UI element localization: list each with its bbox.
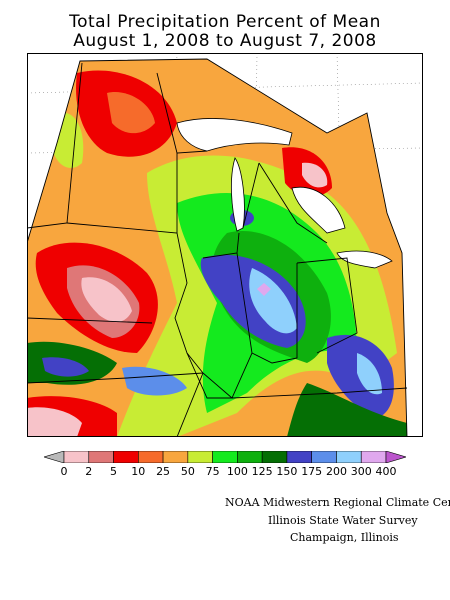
- legend-swatch: [88, 451, 114, 463]
- legend-label: 10: [131, 465, 146, 478]
- legend-label: 50: [180, 465, 195, 478]
- legend-swatch: [286, 451, 312, 463]
- lake-michigan: [230, 157, 245, 232]
- legend-label: 2: [85, 465, 93, 478]
- legend-swatch: [113, 451, 139, 463]
- credit-line-1: NOAA Midwestern Regional Climate Cent: [225, 496, 450, 509]
- legend-swatch: [237, 451, 263, 463]
- legend-swatch: [63, 451, 90, 463]
- legend-swatch: [187, 451, 213, 463]
- legend-label: 300: [350, 465, 372, 478]
- color-legend: [44, 451, 406, 463]
- legend-label: 200: [325, 465, 347, 478]
- state-borders: [27, 58, 408, 437]
- lake-huron: [291, 186, 346, 234]
- legend-swatch: [360, 451, 387, 463]
- legend-label: 5: [110, 465, 118, 478]
- map-title-line-2: August 1, 2008 to August 7, 2008: [73, 31, 377, 51]
- great-lakes: [176, 118, 393, 269]
- legend-label: 0: [60, 465, 68, 478]
- legend-label: 75: [205, 465, 220, 478]
- legend-swatch-below-0: [44, 451, 65, 463]
- legend-swatch: [261, 451, 288, 463]
- legend-label: 25: [156, 465, 171, 478]
- credit-line-3: Champaign, Illinois: [290, 531, 399, 544]
- legend-label: 125: [251, 465, 273, 478]
- legend-swatch-above-400: [385, 451, 406, 463]
- outer-frame: [27, 53, 423, 437]
- legend-label: 100: [226, 465, 248, 478]
- lake-superior: [176, 118, 293, 152]
- legend-label: 400: [375, 465, 397, 478]
- legend-swatch: [336, 451, 362, 463]
- precipitation-map: [27, 53, 423, 437]
- legend-swatch: [311, 451, 337, 463]
- legend-swatch: [162, 451, 189, 463]
- legend-swatch: [138, 451, 164, 463]
- legend-label: 175: [301, 465, 323, 478]
- legend-label: 150: [276, 465, 298, 478]
- legend-swatch: [212, 451, 238, 463]
- credit-line-2: Illinois State Water Survey: [268, 514, 418, 527]
- lake-erie: [336, 250, 393, 269]
- map-title-line-1: Total Precipitation Percent of Mean: [69, 12, 381, 32]
